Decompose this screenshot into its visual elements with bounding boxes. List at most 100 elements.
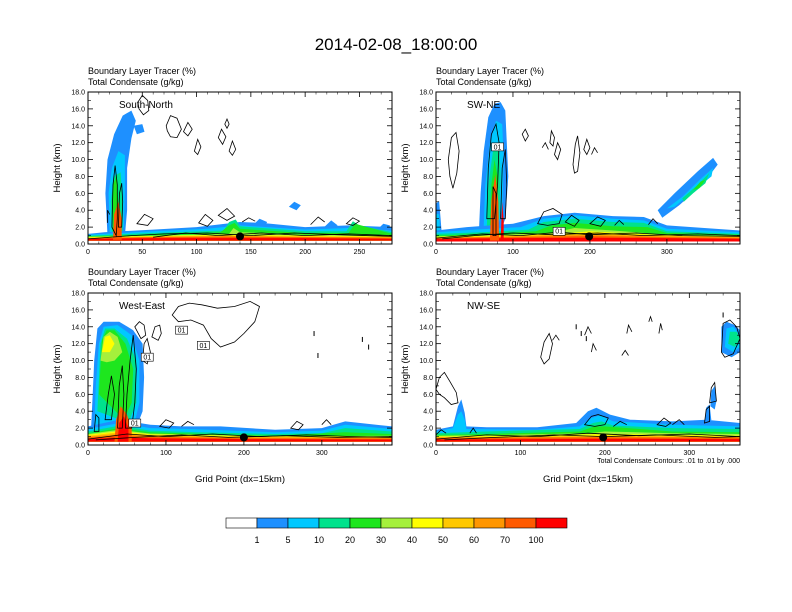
figure-title: 2014-02-08_18:00:00 (315, 35, 478, 54)
x-tick-label: 0 (86, 249, 90, 256)
condensate-contour (183, 121, 193, 137)
condensate-contour (572, 135, 581, 174)
x-tick-label: 100 (515, 450, 527, 457)
colorbar-box (473, 517, 506, 529)
y-tick-label: 0.0 (423, 242, 433, 249)
y-tick-label: 4.0 (75, 409, 85, 416)
y-tick-label: 12.0 (419, 341, 433, 348)
condensate-contour (486, 122, 500, 220)
condensate-contour (521, 128, 529, 142)
condensate-contour (447, 131, 460, 189)
x-tick-label: 300 (683, 450, 695, 457)
condensate-contour (621, 349, 629, 356)
colorbar-box (256, 517, 289, 529)
condensate-contour (117, 183, 124, 228)
condensate-contour (591, 146, 598, 155)
condensate-contour (549, 129, 555, 147)
y-tick-label: 4.0 (75, 208, 85, 215)
y-tick-label: 8.0 (423, 174, 433, 181)
condensate-contour (614, 219, 625, 226)
colorbar-label: 20 (345, 535, 355, 545)
condensate-contour (217, 207, 236, 221)
condensate-contour (709, 381, 717, 404)
contour-label-box (552, 227, 566, 236)
y-tick-label: 18.0 (71, 90, 85, 97)
panels: Boundary Layer Tracer (%) Total Condensat… (52, 66, 741, 485)
colorbar-label: 70 (500, 535, 510, 545)
condensate-contour (289, 420, 304, 431)
colorbar-box (504, 517, 537, 529)
panel-name: West-East (119, 301, 165, 312)
panel-data: 01 01 (436, 102, 740, 242)
condensate-contour (134, 321, 147, 340)
y-tick-label: 4.0 (423, 208, 433, 215)
y-axis-label: Height (km) (52, 344, 63, 393)
y-tick-label: 16.0 (71, 307, 85, 314)
y-tick-label: 14.0 (71, 123, 85, 130)
tracer-fill-red (88, 437, 392, 442)
y-tick-label: 16.0 (419, 106, 433, 113)
panel-frame (87, 91, 393, 245)
location-marker (239, 433, 248, 442)
condensate-contour (720, 319, 740, 358)
y-tick-label: 18.0 (419, 90, 433, 97)
condensate-contour (541, 141, 549, 150)
colorbar-label: 1 (254, 535, 259, 545)
y-tick-label: 16.0 (419, 307, 433, 314)
y-tick-label: 14.0 (419, 324, 433, 331)
y-tick-label: 0.0 (75, 242, 85, 249)
condensate-contour (193, 138, 202, 156)
colorbar-label: 30 (376, 535, 386, 545)
condensate-contour (436, 371, 459, 405)
y-tick-label: 16.0 (71, 106, 85, 113)
y-tick-label: 12.0 (419, 140, 433, 147)
condensate-contour (104, 375, 115, 421)
condensate-contour (648, 315, 653, 322)
contour-label-box (140, 352, 154, 362)
contour-label: 01 (178, 328, 186, 335)
condensate-contour (107, 210, 111, 223)
panel-name: South-North (119, 100, 173, 111)
x-tick-label: 200 (299, 249, 311, 256)
condensate-contour (500, 149, 508, 220)
location-marker (236, 232, 244, 241)
condensate-contour (158, 419, 175, 429)
location-marker (585, 232, 594, 241)
condensate-contour (165, 115, 182, 139)
y-axis-label: Height (km) (400, 344, 411, 393)
tracer-fill-blue (288, 201, 301, 211)
condensate-contour (584, 325, 592, 336)
condensate-contour (469, 427, 477, 434)
condensate-contour (88, 433, 392, 440)
y-tick-label: 6.0 (75, 392, 85, 399)
y-tick-label: 2.0 (423, 426, 433, 433)
colorbar-box (287, 517, 320, 529)
y-tick-label: 0.0 (75, 443, 85, 450)
panel-data (436, 312, 740, 442)
contour-field-label: Total Condensate (g/kg) (436, 278, 532, 288)
contour-label: 01 (131, 420, 139, 427)
y-axis-label: Height (km) (52, 143, 63, 192)
x-tick-label: 200 (584, 249, 596, 256)
x-axis-label: Grid Point (dx=15km) (195, 474, 285, 485)
condensate-contour (704, 405, 710, 424)
y-tick-label: 0.0 (423, 443, 433, 450)
panel-data: 01 01 01 01 (88, 300, 392, 442)
colorbar-box (442, 517, 475, 529)
contour-field-label: Total Condensate (g/kg) (88, 77, 184, 87)
condensate-contour (583, 138, 591, 156)
fill-field-label: Boundary Layer Tracer (%) (436, 66, 544, 76)
x-tick-label: 250 (354, 249, 366, 256)
colorbar-label: 50 (438, 535, 448, 545)
condensate-contour (626, 323, 633, 334)
y-tick-label: 2.0 (423, 225, 433, 232)
condensate-contour (310, 216, 325, 225)
colorbar-label: 5 (285, 535, 290, 545)
location-marker (599, 433, 608, 442)
x-tick-label: 0 (434, 249, 438, 256)
colorbar-box (411, 517, 444, 529)
condensate-contour (228, 139, 237, 157)
panel-south-north: Boundary Layer Tracer (%)Total Condensat… (52, 66, 393, 256)
condensate-contour (554, 141, 562, 161)
contour-label: 01 (555, 229, 563, 236)
